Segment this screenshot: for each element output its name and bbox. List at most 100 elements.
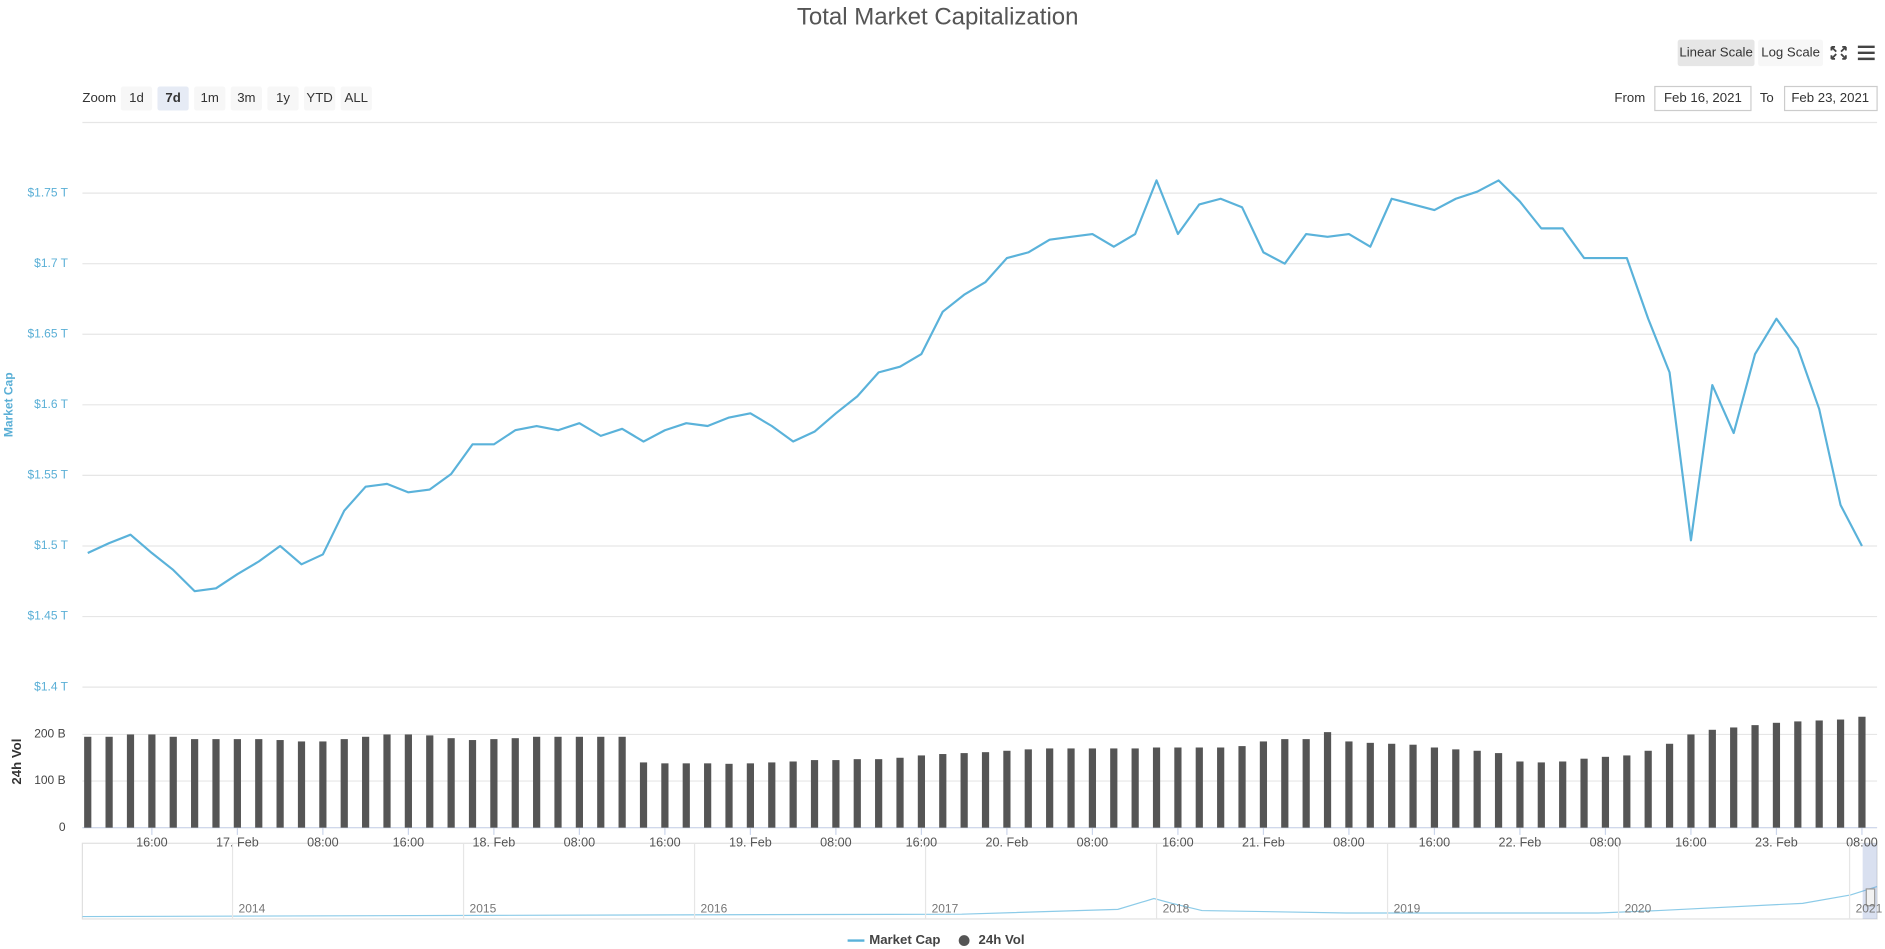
volume-bar	[1195, 747, 1203, 828]
zoom-button[interactable]	[194, 86, 226, 111]
from-label: From	[1614, 90, 1645, 105]
navigator-handle[interactable]	[1865, 888, 1876, 907]
volume-bar	[917, 755, 926, 828]
y-tick-label: $1.7 T	[34, 256, 68, 270]
zoom-button[interactable]	[267, 86, 299, 111]
volume-bar	[1815, 720, 1823, 828]
volume-bar	[810, 760, 819, 828]
zoom-button-label[interactable]: 3m	[237, 90, 255, 105]
volume-bar	[1281, 739, 1289, 828]
x-tick-label: 08:00	[1846, 836, 1878, 850]
scale-button-label[interactable]: Linear Scale	[1679, 44, 1752, 59]
x-tick-label: 16:00	[136, 836, 168, 850]
zoom-button[interactable]	[157, 86, 189, 111]
volume-bar	[1836, 719, 1845, 828]
x-tick-label: 16:00	[393, 836, 425, 850]
y-tick-label: $1.75 T	[27, 185, 68, 199]
zoom-button[interactable]	[304, 86, 336, 111]
y-tick-label: $1.65 T	[27, 326, 68, 340]
x-tick-label: 08:00	[1590, 836, 1622, 850]
volume-bar	[126, 734, 135, 828]
x-tick-label: 16:00	[906, 836, 938, 850]
volume-bar	[1708, 729, 1716, 828]
fullscreen-icon[interactable]	[1830, 45, 1847, 60]
to-input[interactable]	[1783, 85, 1878, 112]
zoom-button-label[interactable]: 1y	[276, 90, 290, 105]
from-value[interactable]: Feb 16, 2021	[1664, 90, 1742, 105]
legend-label[interactable]: 24h Vol	[979, 932, 1025, 947]
to-value[interactable]: Feb 23, 2021	[1791, 90, 1869, 105]
volume-bar	[1003, 750, 1011, 828]
volume-bar	[1067, 748, 1075, 828]
x-tick-label: 23. Feb	[1755, 836, 1798, 850]
zoom-button[interactable]	[340, 86, 372, 111]
volume-bar	[84, 736, 92, 828]
volume-bar	[319, 741, 327, 828]
scale-button-label[interactable]: Log Scale	[1761, 44, 1820, 59]
zoom-button[interactable]	[120, 86, 153, 111]
zoom-button[interactable]	[230, 86, 262, 111]
x-tick-label: 16:00	[1162, 836, 1194, 850]
volume-bar	[1601, 756, 1610, 828]
zoom-button-label[interactable]: 1m	[201, 90, 219, 105]
navigator-label: 2014	[239, 902, 266, 916]
x-tick-label: 08:00	[1077, 836, 1109, 850]
volume-bar	[1516, 761, 1524, 828]
x-tick-label: 08:00	[820, 836, 852, 850]
y-axis-title: Market Cap	[1, 372, 15, 437]
navigator-label: 2018	[1163, 902, 1190, 916]
volume-bar	[1772, 722, 1781, 828]
volume-bar	[981, 752, 990, 828]
navigator-label: 2021	[1856, 902, 1883, 916]
y-tick-label: $1.45 T	[27, 609, 68, 623]
volume-bar	[212, 739, 220, 828]
volume-bar	[191, 739, 199, 828]
volume-bar	[1131, 748, 1139, 828]
y2-axis-title: 24h Vol	[9, 739, 24, 785]
volume-bar	[404, 734, 412, 828]
volume-bar	[383, 734, 391, 828]
volume-bar	[554, 736, 562, 828]
y-tick-label: $1.5 T	[34, 538, 68, 552]
volume-bar	[1366, 742, 1374, 828]
zoom-button-label[interactable]: 1d	[129, 90, 144, 105]
volume-bar	[1751, 725, 1759, 828]
x-tick-label: 08:00	[1333, 836, 1365, 850]
scale-button[interactable]	[1758, 39, 1824, 67]
volume-bar	[1152, 747, 1161, 828]
scale-button[interactable]	[1677, 39, 1755, 67]
volume-bar	[1388, 743, 1396, 828]
navigator-frame[interactable]	[81, 842, 1878, 920]
volume-bar	[1858, 716, 1866, 828]
x-tick-label: 19. Feb	[729, 836, 772, 850]
navigator-label: 2016	[701, 902, 728, 916]
volume-bar	[1494, 753, 1503, 828]
volume-bar	[362, 736, 370, 828]
x-tick-label: 16:00	[1675, 836, 1707, 850]
x-tick-label: 20. Feb	[986, 836, 1029, 850]
navigator-line	[82, 885, 1878, 918]
volume-bar	[1024, 749, 1032, 828]
menu-icon[interactable]	[1857, 45, 1875, 61]
volume-bar	[960, 753, 968, 828]
navigator-label: 2019	[1394, 902, 1421, 916]
from-input[interactable]	[1654, 85, 1752, 112]
volume-bar	[746, 763, 754, 828]
volume-bar	[875, 759, 883, 828]
y2-tick-label: 100 B	[34, 773, 65, 787]
volume-bar	[789, 761, 797, 828]
zoom-button-label[interactable]: YTD	[306, 90, 332, 105]
to-label: To	[1760, 90, 1774, 105]
zoom-button-label[interactable]: 7d	[165, 90, 180, 105]
legend-label[interactable]: Market Cap	[869, 932, 940, 947]
volume-bar	[447, 738, 455, 828]
market-cap-line	[87, 179, 1863, 593]
x-tick-label: 22. Feb	[1499, 836, 1542, 850]
volume-bar	[618, 736, 626, 828]
volume-bar	[853, 759, 861, 828]
x-tick-label: 16:00	[649, 836, 681, 850]
zoom-button-label[interactable]: ALL	[345, 90, 369, 105]
volume-bar	[1452, 749, 1460, 828]
volume-bar	[704, 763, 712, 828]
volume-bar	[1623, 755, 1631, 828]
